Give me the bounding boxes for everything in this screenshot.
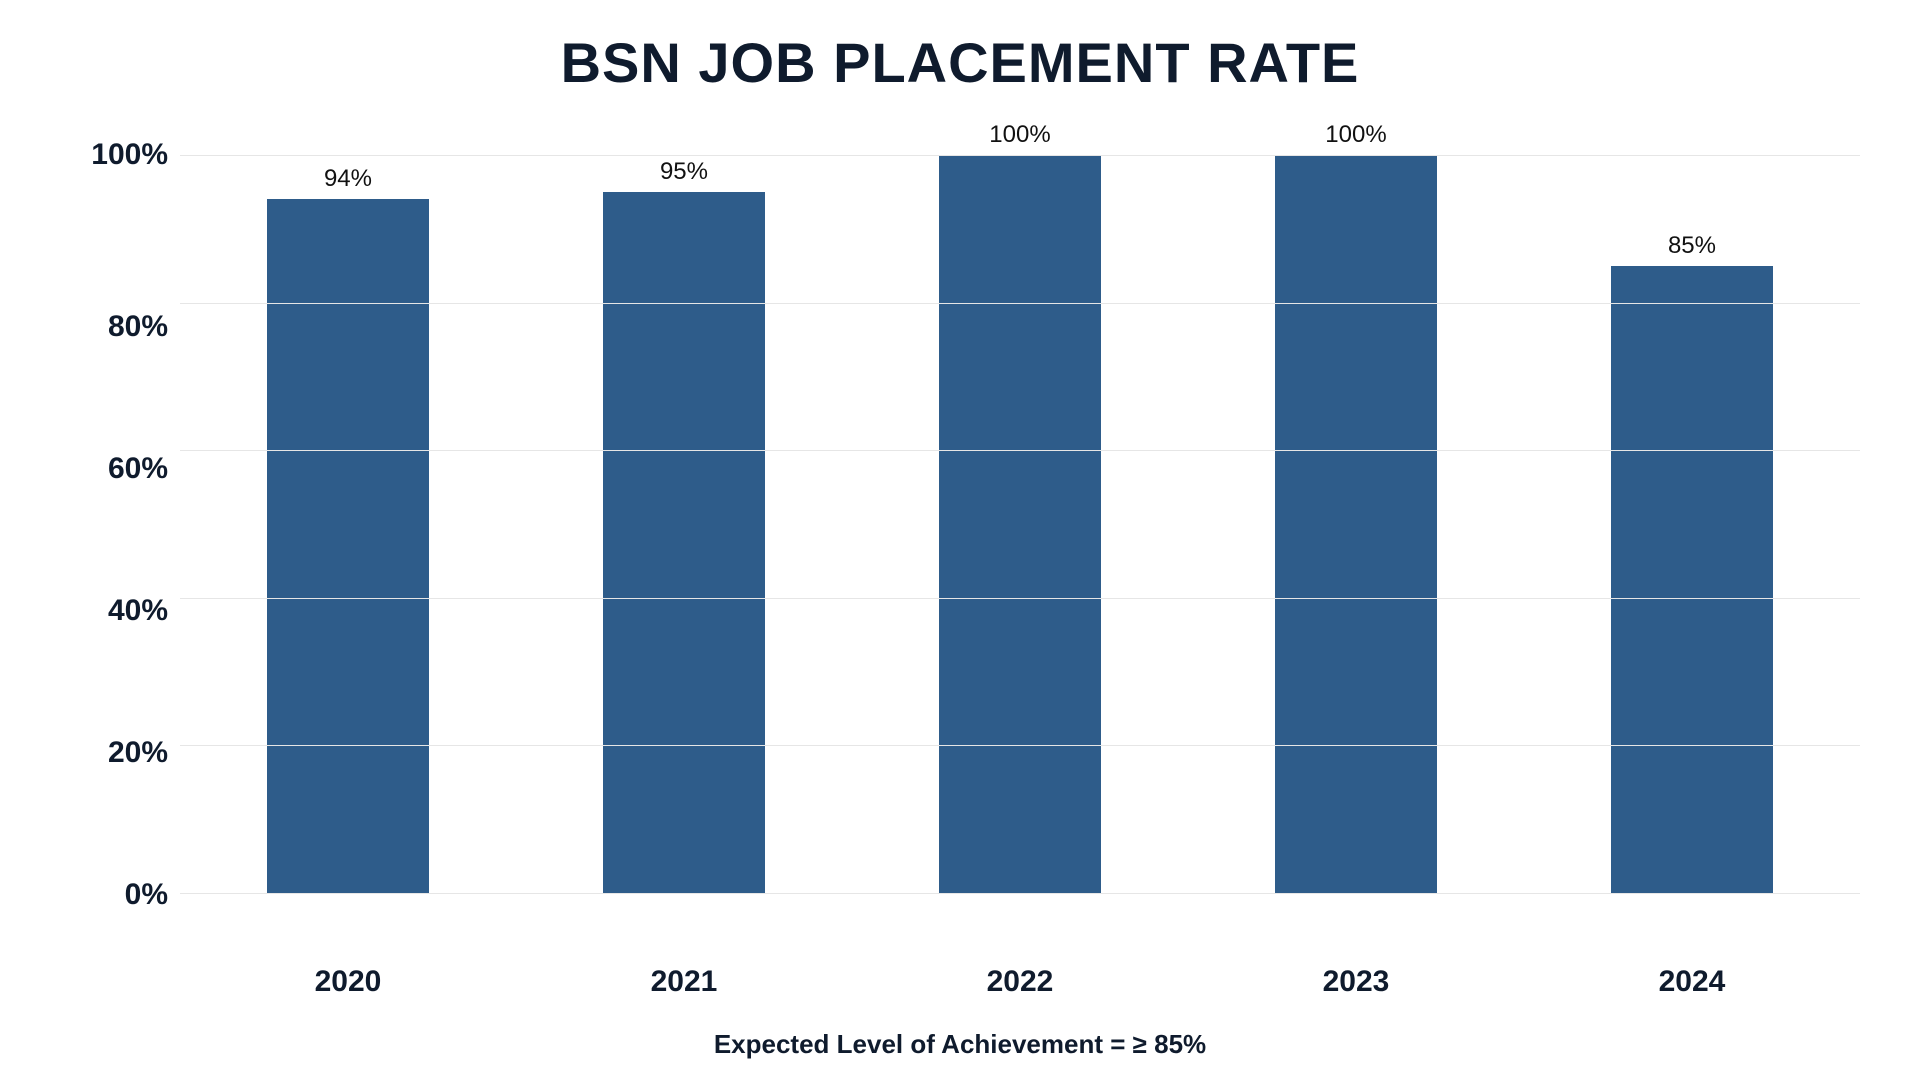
- bar-value-label: 95%: [660, 158, 708, 186]
- gridline: [180, 155, 1860, 156]
- y-axis: 100%80%60%40%20%0%: [60, 155, 180, 895]
- y-tick-label: 20%: [108, 738, 168, 768]
- chart-page: BSN JOB PLACEMENT RATE 100% 80% 60% 40% 20% 0…: [0, 0, 1920, 1080]
- bar-slot: 85%: [1524, 155, 1860, 893]
- bar-slot: 100%: [1188, 155, 1524, 893]
- bar-slot: 95%: [516, 155, 852, 893]
- y-tick-label: 40%: [108, 596, 168, 626]
- x-tick-label: 2024: [1524, 965, 1860, 999]
- x-tick-label: 2021: [516, 965, 852, 999]
- bar: 95%: [603, 192, 764, 893]
- gridline: [180, 598, 1860, 599]
- bar-value-label: 100%: [989, 121, 1050, 149]
- gridline: [180, 450, 1860, 451]
- x-axis-spacer: [60, 965, 180, 999]
- bar-value-label: 100%: [1325, 121, 1386, 149]
- x-tick-label: 2023: [1188, 965, 1524, 999]
- x-axis: 20202021202220232024: [60, 965, 1860, 999]
- bar: 100%: [939, 155, 1100, 893]
- chart-title: BSN JOB PLACEMENT RATE: [60, 30, 1860, 95]
- y-tick-label: 100%: [91, 140, 168, 170]
- bar-slot: 100%: [852, 155, 1188, 893]
- bars-layer: 94% 95% 100% 100% 85%: [180, 155, 1860, 893]
- bar-value-label: 94%: [324, 165, 372, 193]
- x-axis-labels: 20202021202220232024: [180, 965, 1860, 999]
- gridline: [180, 745, 1860, 746]
- plot-area: 94% 95% 100% 100% 85%: [180, 155, 1860, 895]
- y-tick-label: 0%: [125, 880, 168, 910]
- x-tick-label: 2020: [180, 965, 516, 999]
- bar-value-label: 85%: [1668, 232, 1716, 260]
- gridline: [180, 893, 1860, 894]
- chart-container: 100% 80% 60% 40% 20% 0% 94% 95% 100% 100% 85% 202…: [60, 155, 1860, 1060]
- gridline: [180, 303, 1860, 304]
- x-tick-label: 2022: [852, 965, 1188, 999]
- chart-subtitle: Expected Level of Achievement = ≥ 85%: [60, 1029, 1860, 1060]
- bar: 85%: [1611, 266, 1772, 893]
- bar-slot: 94%: [180, 155, 516, 893]
- y-tick-label: 80%: [108, 312, 168, 342]
- bar: 100%: [1275, 155, 1436, 893]
- y-tick-label: 60%: [108, 454, 168, 484]
- chart-row: 100% 80% 60% 40% 20% 0% 94% 95% 100% 100% 85%: [60, 155, 1860, 957]
